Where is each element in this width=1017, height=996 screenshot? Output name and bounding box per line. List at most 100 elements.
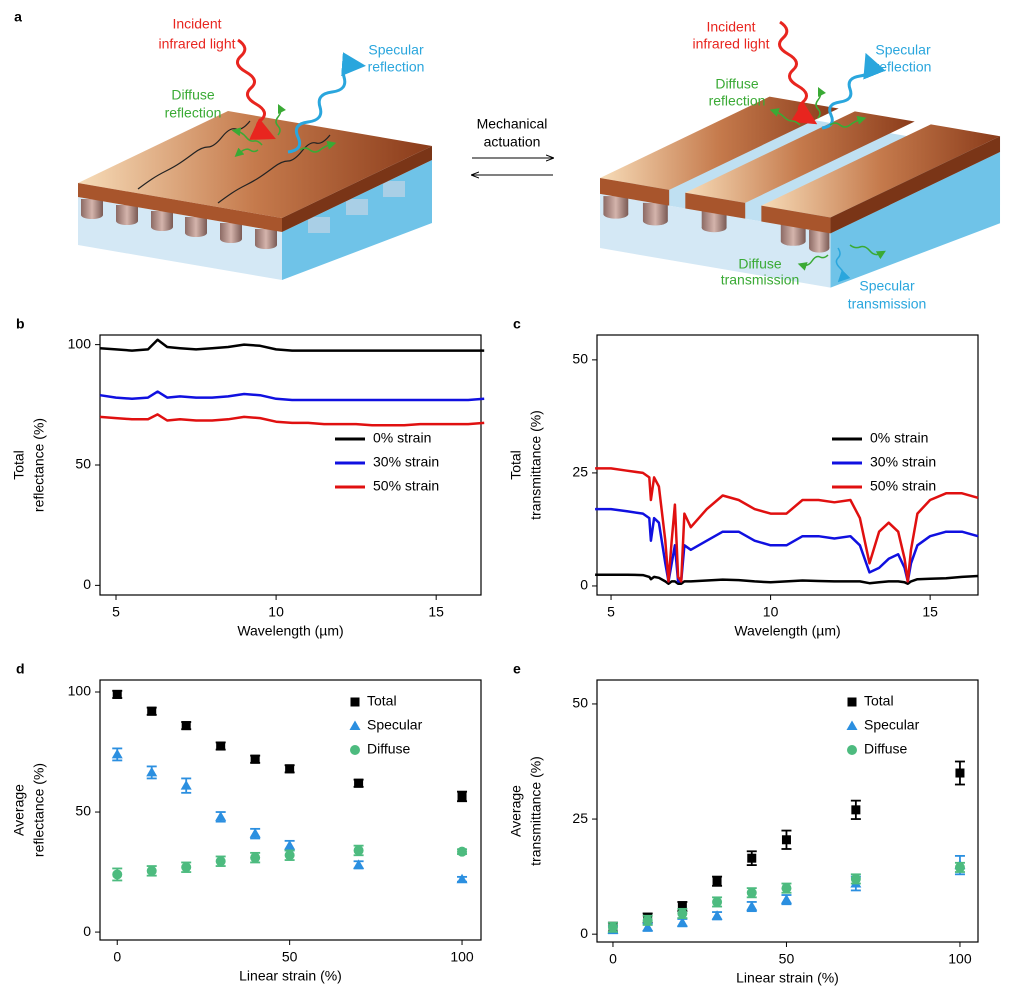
label: Diffuse (738, 256, 782, 272)
y-axis-label: Average (11, 784, 27, 836)
diffuse-arrows (231, 103, 337, 157)
panel-label: c (513, 316, 521, 332)
point (642, 921, 654, 932)
point (954, 862, 965, 873)
point (353, 845, 364, 856)
y-tick-label: 50 (572, 695, 588, 711)
point (112, 689, 122, 699)
legend-label: 30% strain (870, 454, 936, 470)
label: Mechanical (477, 116, 548, 132)
point (457, 846, 468, 857)
label: reflection (165, 105, 222, 121)
point (285, 764, 295, 774)
line-series (99, 338, 485, 352)
y-tick-label: 0 (83, 576, 91, 592)
label: infrared light (158, 36, 235, 52)
label: transmission (848, 296, 927, 312)
pillars (81, 199, 277, 249)
y-tick-label: 100 (68, 683, 92, 699)
point (712, 896, 723, 907)
point (712, 876, 722, 886)
x-tick-label: 5 (112, 604, 120, 620)
point (250, 754, 260, 764)
incident-arrow (777, 20, 818, 125)
y-tick-label: 25 (572, 810, 588, 826)
point (147, 706, 157, 716)
point (850, 873, 861, 884)
x-tick-label: 5 (607, 604, 615, 620)
y-tick-label: 0 (580, 577, 588, 593)
label: Specular (368, 42, 424, 58)
legend-label: Total (367, 693, 397, 709)
x-tick-label: 0 (609, 951, 617, 967)
point (146, 766, 158, 777)
legend-label: Diffuse (864, 741, 908, 757)
line-series (595, 573, 979, 585)
copper-strip (685, 111, 915, 203)
label: Specular (875, 42, 931, 58)
y-tick-label: 0 (83, 923, 91, 939)
y-axis-label: reflectance (%) (31, 763, 47, 857)
point (456, 873, 468, 884)
slab-intact (78, 111, 432, 280)
x-axis-label: Linear strain (%) (736, 970, 839, 986)
point (677, 908, 688, 919)
label: Specular (859, 278, 915, 294)
legend-label: 50% strain (870, 478, 936, 494)
label: Diffuse (715, 76, 759, 92)
line-series (595, 507, 979, 583)
pillars-hidden (308, 181, 405, 233)
copper-edge (685, 192, 746, 219)
plot-frame (596, 679, 979, 943)
x-tick-label: 100 (450, 949, 474, 965)
point (354, 778, 364, 788)
point (457, 791, 467, 801)
plot-frame (596, 334, 979, 596)
point (781, 835, 791, 845)
legend-label: 0% strain (870, 430, 928, 446)
y-tick-label: 0 (580, 925, 588, 941)
y-tick-label: 50 (572, 351, 588, 367)
point (955, 768, 965, 778)
y-tick-label: 100 (68, 335, 92, 351)
crack (217, 134, 331, 204)
x-axis-label: Wavelength (µm) (734, 623, 840, 639)
point (642, 915, 653, 926)
y-axis-label: Total (508, 450, 524, 480)
legend-swatch (349, 720, 361, 730)
point (250, 852, 261, 863)
point (111, 748, 123, 759)
point (746, 901, 758, 911)
point (607, 922, 618, 933)
point (216, 741, 226, 751)
point (181, 721, 191, 731)
legend-label: 30% strain (373, 454, 439, 470)
line-series (595, 467, 979, 583)
y-axis-label: reflectance (%) (31, 418, 47, 512)
point (181, 862, 192, 873)
slab-stretched (600, 96, 1001, 288)
point (249, 828, 261, 838)
point (146, 865, 157, 876)
label: reflection (875, 59, 932, 75)
legend-swatch (350, 697, 360, 707)
point (746, 887, 757, 898)
legend-label: Total (864, 693, 894, 709)
diffuse-arrows (769, 86, 886, 271)
legend-label: Specular (864, 717, 920, 733)
point (781, 883, 792, 894)
x-tick-label: 10 (763, 604, 779, 620)
label: Incident (706, 19, 755, 35)
copper-edge (761, 205, 831, 234)
point (215, 856, 226, 867)
y-tick-label: 25 (572, 464, 588, 480)
panel-label: d (16, 661, 25, 677)
legend-swatch (846, 720, 858, 730)
copper-edge (830, 136, 1001, 234)
legend-label: 0% strain (373, 430, 431, 446)
copper-edge (282, 146, 432, 232)
label: transmission (721, 272, 800, 288)
line-series (99, 390, 485, 402)
point (284, 850, 295, 861)
copper-strip (600, 96, 839, 190)
